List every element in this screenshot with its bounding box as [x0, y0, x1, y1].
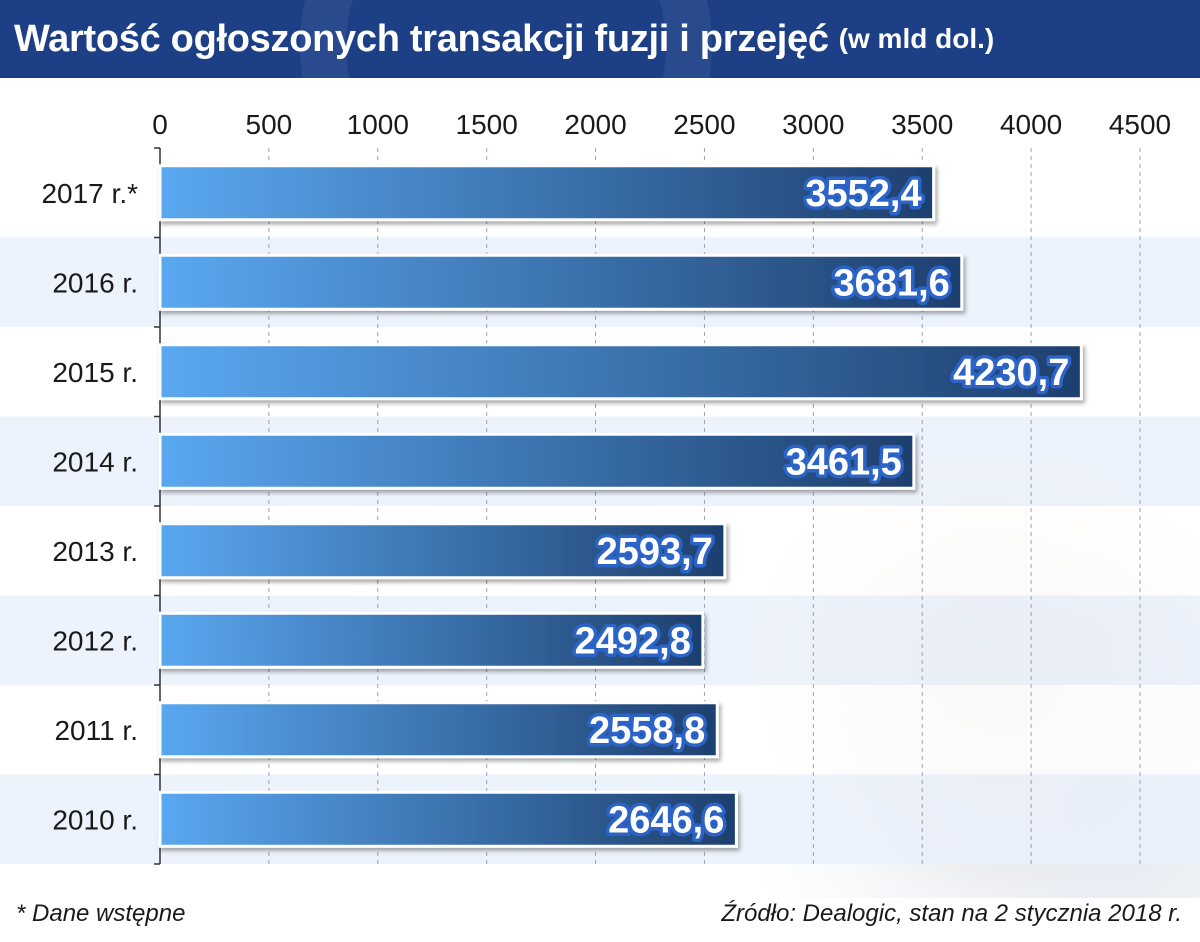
chart-header: Wartość ogłoszonych transakcji fuzji i p…	[0, 0, 1200, 78]
bar	[158, 253, 964, 311]
bar	[158, 701, 719, 759]
bar-value-label: 2492,8	[575, 620, 691, 662]
bar	[158, 432, 916, 490]
category-labels: 2017 r.* 2016 r. 2015 r. 2014 r. 2013 r. 2012…	[41, 178, 138, 836]
footer	[0, 898, 1200, 942]
x-tick-label: 3500	[891, 109, 953, 140]
footnote: * Dane wstępne	[16, 900, 186, 927]
x-tick-label: 1500	[456, 109, 518, 140]
category-label: 2015 r.	[52, 357, 138, 388]
x-tick-label: 500	[246, 109, 293, 140]
bar-value-label: 4230,7	[953, 352, 1069, 394]
x-tick-label: 2500	[673, 109, 735, 140]
bar	[158, 522, 727, 580]
chart-title: Wartość ogłoszonych transakcji fuzji i p…	[14, 17, 829, 60]
x-tick-label: 0	[152, 109, 168, 140]
bar-value-label: 3681,6	[834, 262, 950, 304]
category-label: 2016 r.	[52, 267, 138, 298]
bar	[158, 611, 705, 669]
x-tick-label: 1000	[347, 109, 409, 140]
x-tick-label: 3000	[782, 109, 844, 140]
bars: 3552,4 3681,6 4230,7 3461,5 2593,7 2492,8 2558…	[158, 164, 1083, 848]
header-decoration	[300, 0, 712, 78]
category-label: 2017 r.*	[41, 178, 138, 209]
x-tick-label: 4500	[1109, 109, 1171, 140]
source-note: Źródło: Dealogic, stan na 2 stycznia 201…	[721, 900, 1182, 927]
category-label: 2011 r.	[54, 715, 138, 746]
category-label: 2010 r.	[52, 804, 138, 835]
bar	[158, 790, 738, 848]
x-tick-label: 2000	[564, 109, 626, 140]
bar	[158, 343, 1083, 401]
bar-value-label: 3552,4	[805, 173, 921, 215]
bar-value-label: 2646,6	[608, 799, 724, 841]
category-label: 2012 r.	[52, 625, 138, 656]
bar-value-label: 3461,5	[786, 441, 902, 483]
bar-value-label: 2593,7	[597, 531, 713, 573]
category-label: 2014 r.	[52, 446, 138, 477]
bar	[158, 164, 936, 222]
bar-value-label: 2558,8	[589, 710, 705, 752]
category-label: 2013 r.	[52, 536, 138, 567]
x-tick-label: 4000	[1000, 109, 1062, 140]
chart-unit: (w mld dol.)	[838, 23, 995, 54]
